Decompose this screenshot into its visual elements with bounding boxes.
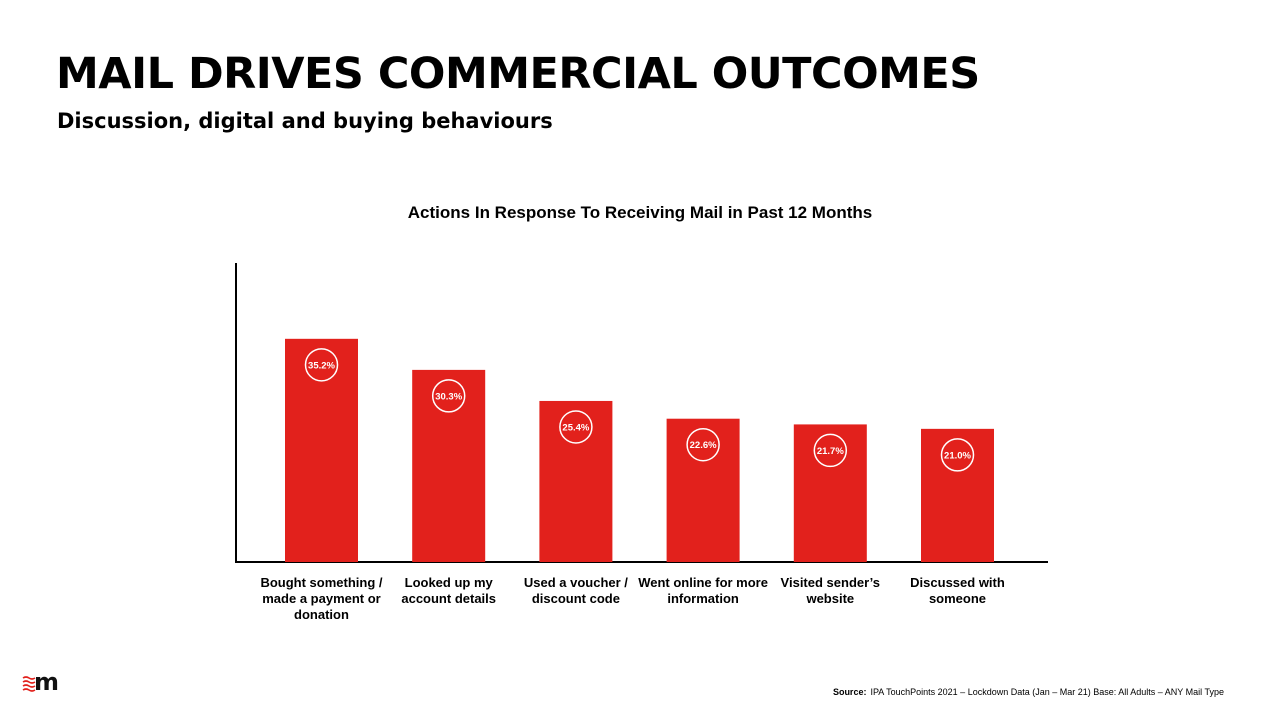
- bar: [666, 418, 740, 562]
- source-label: Source:: [832, 687, 867, 697]
- data-label: 35.2%: [308, 360, 335, 371]
- royal-mail-logo: m: [22, 668, 62, 698]
- source-text: IPA TouchPoints 2021 – Lockdown Data (Ja…: [870, 687, 1224, 697]
- chart-title: Actions In Response To Receiving Mail in…: [407, 203, 873, 222]
- bar-series: 35.2% 30.3% 25.4% 22.6% 21.7% 21.0%: [285, 338, 994, 562]
- data-label-ring: [304, 348, 339, 382]
- data-label-ring: [686, 427, 720, 462]
- category-label: Visited sender’s website: [780, 575, 881, 606]
- data-label-ring: [940, 438, 975, 472]
- bar: [793, 424, 867, 562]
- bar: [921, 428, 994, 562]
- category-label: Used a voucher / discount code: [523, 575, 628, 606]
- bar: [412, 369, 486, 562]
- logo-m-icon: m: [34, 668, 60, 696]
- category-label: Looked up my account details: [401, 575, 496, 606]
- data-label-ring: [559, 410, 593, 444]
- bar: [285, 338, 358, 562]
- source-note: Source: IPA TouchPoints 2021 – Lockdown D…: [833, 687, 1224, 697]
- data-label: 21.7%: [817, 446, 844, 457]
- data-label: 25.4%: [562, 422, 589, 433]
- data-label: 30.3%: [435, 391, 462, 402]
- category-label: Discussed with someone: [910, 575, 1005, 606]
- category-label: Went online for more information: [638, 575, 768, 606]
- bar: [539, 400, 613, 562]
- data-label-ring: [431, 379, 466, 413]
- category-label: Bought something / made a payment or don…: [260, 575, 383, 622]
- wave-lines-icon: [22, 676, 36, 692]
- page-title: MAIL DRIVES COMMERCIAL OUTCOMES: [56, 49, 980, 99]
- page-subtitle: Discussion, digital and buying behaviour…: [57, 109, 553, 133]
- data-label: 22.6%: [690, 440, 717, 451]
- data-label: 21.0%: [944, 450, 971, 461]
- data-label-ring: [813, 433, 848, 468]
